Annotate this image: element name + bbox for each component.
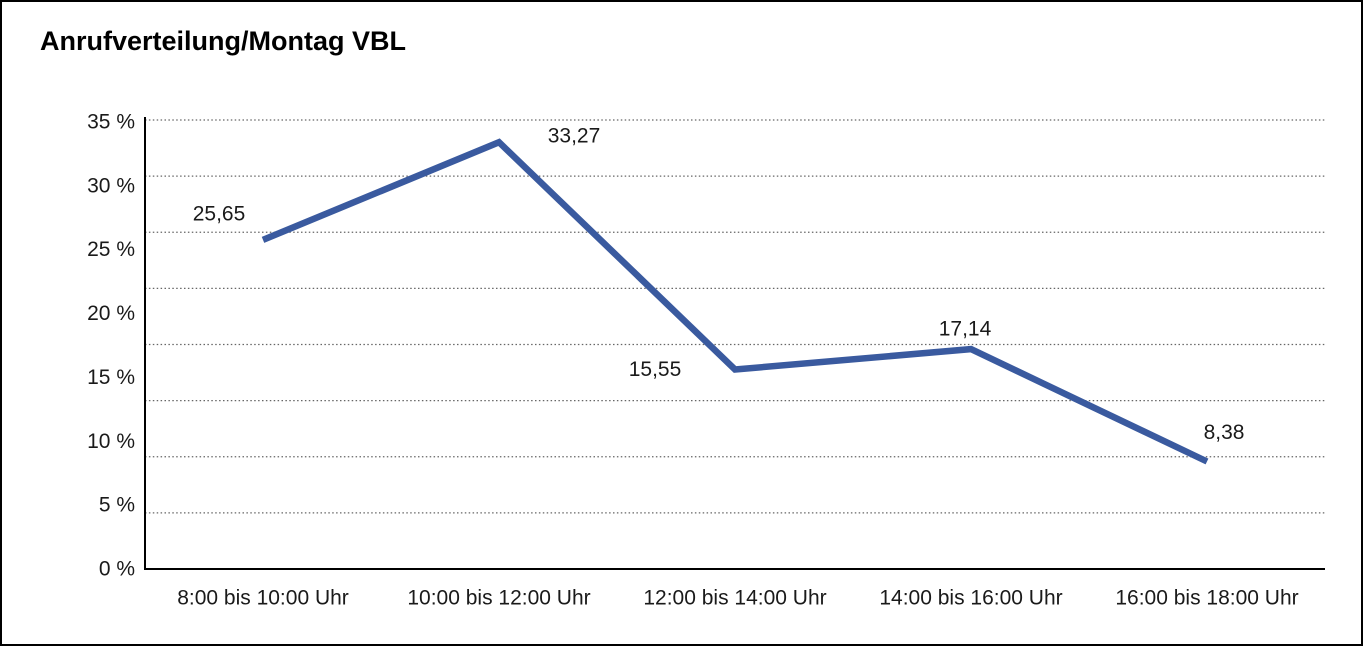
y-axis-tick-label: 5 % <box>99 494 135 517</box>
y-axis-tick-label: 15 % <box>87 366 135 389</box>
x-axis-tick-label: 10:00 bis 12:00 Uhr <box>407 587 590 610</box>
x-axis-tick-label: 12:00 bis 14:00 Uhr <box>643 587 826 610</box>
y-axis-tick-label: 0 % <box>99 558 135 581</box>
data-point-label: 15,55 <box>629 358 682 381</box>
y-axis-tick-label: 30 % <box>87 174 135 197</box>
data-point-label: 25,65 <box>193 202 246 225</box>
data-point-label: 17,14 <box>939 318 992 341</box>
chart-title: Anrufverteilung/Montag VBL <box>40 26 406 56</box>
data-point-label: 33,27 <box>548 125 601 148</box>
data-point-label: 8,38 <box>1204 421 1245 444</box>
x-axis-tick-label: 16:00 bis 18:00 Uhr <box>1115 587 1298 610</box>
y-axis-tick-label: 20 % <box>87 302 135 325</box>
x-axis-tick-label: 8:00 bis 10:00 Uhr <box>177 587 349 610</box>
y-axis-tick-label: 10 % <box>87 430 135 453</box>
data-series-line <box>261 138 1209 465</box>
y-axis-tick-label: 35 % <box>87 111 135 134</box>
x-axis-tick-label: 14:00 bis 16:00 Uhr <box>879 587 1062 610</box>
y-axis-tick-label: 25 % <box>87 238 135 261</box>
